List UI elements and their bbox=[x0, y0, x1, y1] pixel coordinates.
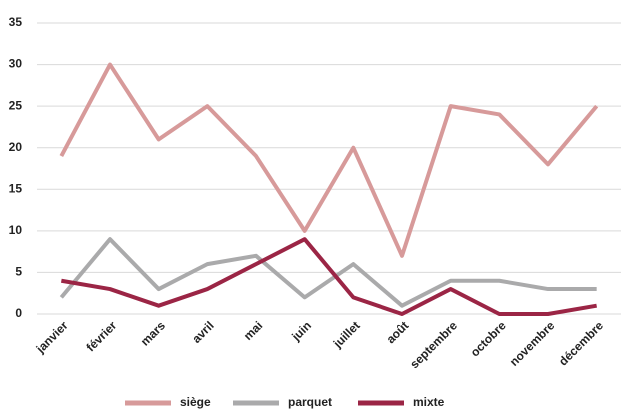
legend-label: mixte bbox=[413, 395, 445, 409]
x-tick-label: août bbox=[384, 318, 412, 346]
legend-label: parquet bbox=[288, 395, 332, 409]
legend-label: siège bbox=[180, 395, 211, 409]
y-tick-label: 20 bbox=[9, 140, 23, 154]
x-tick-label: janvier bbox=[33, 318, 71, 356]
x-tick-label: novembre bbox=[507, 318, 558, 369]
y-tick-label: 5 bbox=[15, 265, 22, 279]
series-line bbox=[59, 62, 599, 258]
y-tick-label: 15 bbox=[9, 181, 23, 195]
x-tick-label: février bbox=[84, 318, 120, 354]
series-line bbox=[60, 237, 598, 316]
y-tick-label: 10 bbox=[9, 223, 23, 237]
x-tick-label: septembre bbox=[407, 318, 460, 371]
x-tick-label: juin bbox=[288, 318, 314, 344]
y-tick-label: 30 bbox=[9, 57, 23, 71]
series-line bbox=[59, 237, 597, 308]
x-tick-label: avril bbox=[189, 318, 216, 345]
x-tick-label: mai bbox=[241, 318, 266, 343]
y-tick-label: 35 bbox=[9, 15, 23, 29]
y-tick-label: 25 bbox=[9, 98, 23, 112]
x-tick-label: mars bbox=[138, 318, 168, 348]
x-tick-label: juillet bbox=[330, 318, 363, 351]
x-tick-label: décembre bbox=[556, 318, 606, 368]
x-tick-label: octobre bbox=[468, 318, 509, 359]
y-tick-label: 0 bbox=[15, 306, 22, 320]
